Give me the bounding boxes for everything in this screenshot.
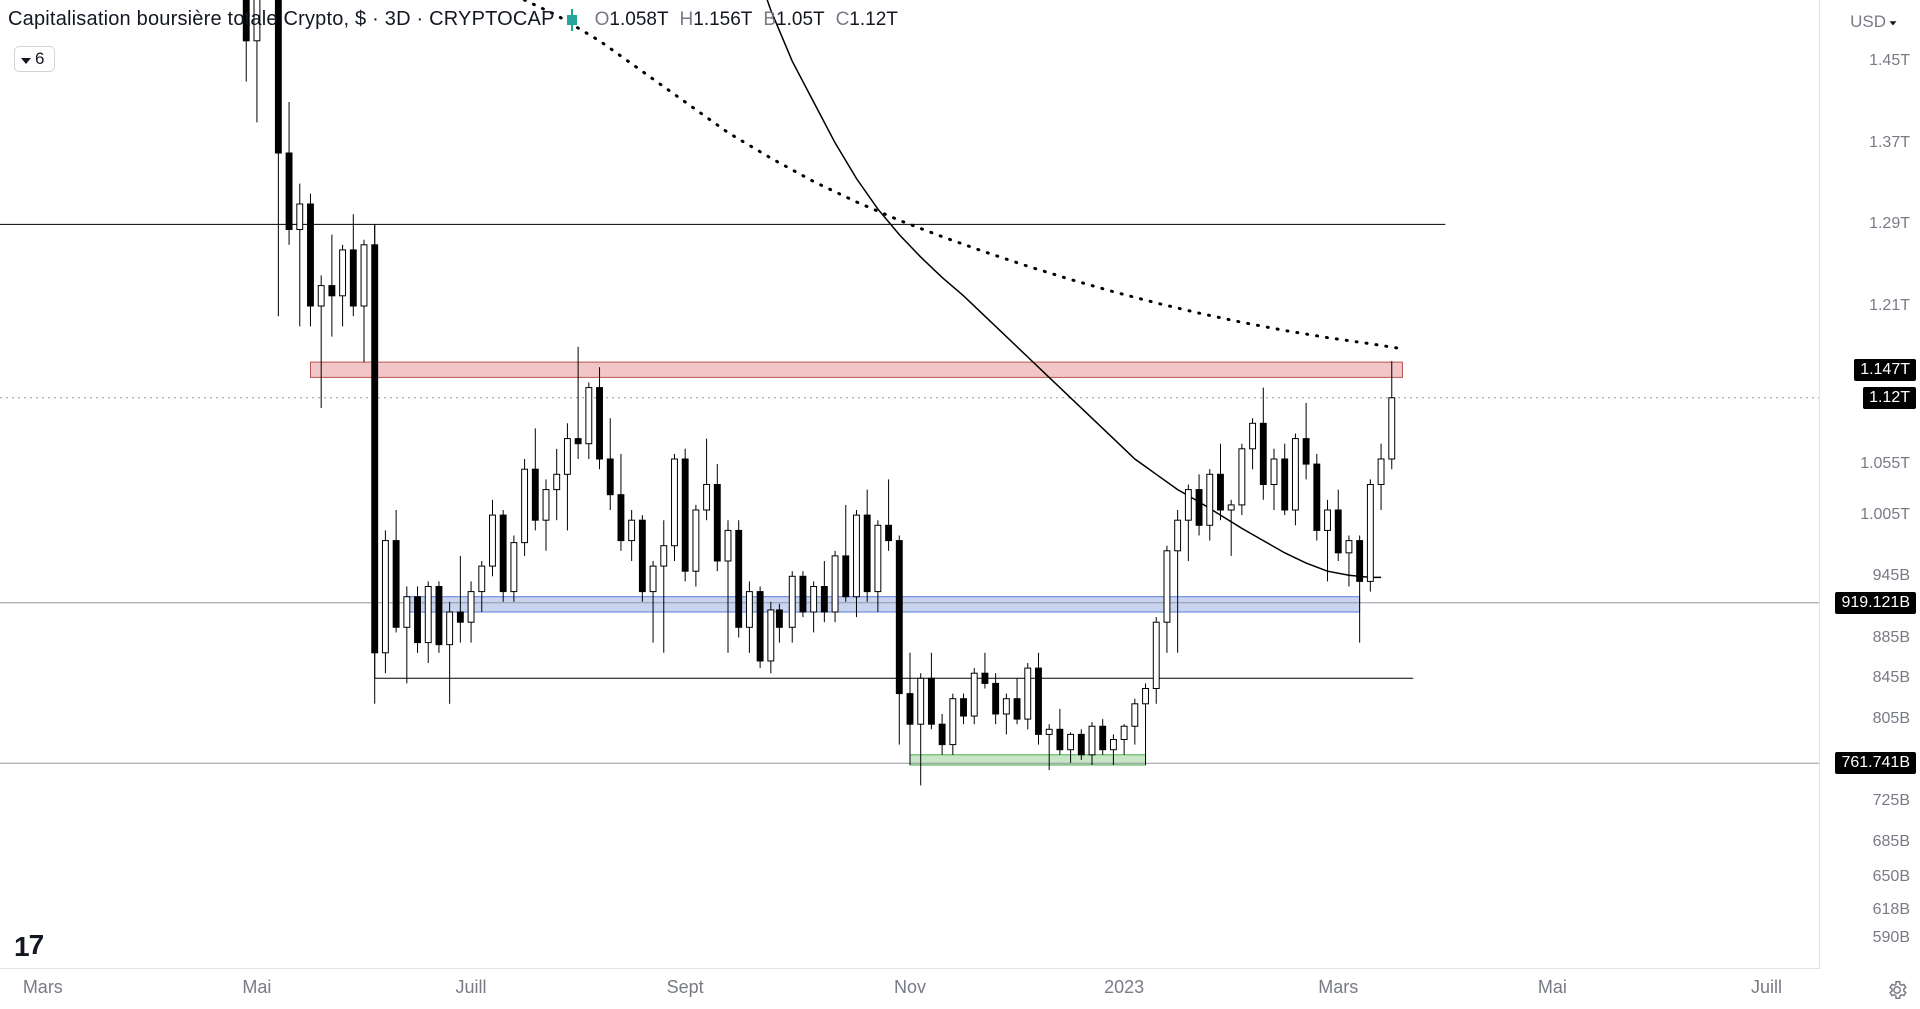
price-tag[interactable]: 761.741B: [1835, 752, 1916, 774]
price-tick: 1.29T: [1869, 215, 1910, 233]
tradingview-logo: 17: [14, 931, 43, 963]
ohlc-low: 1.05T: [776, 9, 824, 30]
time-tick: Mars: [1318, 977, 1358, 998]
price-tick: 650B: [1873, 868, 1910, 886]
time-axis[interactable]: Mars Mai Juill Sept Nov 2023 Mars Mai Juill: [0, 968, 1820, 1009]
time-tick: Mai: [1538, 977, 1567, 998]
price-tick: 1.45T: [1869, 52, 1910, 70]
price-tag[interactable]: 919.121B: [1835, 592, 1916, 614]
price-tick: 945B: [1873, 567, 1910, 585]
price-tick: 1.005T: [1860, 506, 1910, 524]
price-tick: 845B: [1873, 669, 1910, 687]
chart-area[interactable]: [0, 0, 1820, 969]
price-tick: 618B: [1873, 901, 1910, 919]
time-tick: Juill: [456, 977, 487, 998]
time-tick: Mai: [242, 977, 271, 998]
chart-title[interactable]: Capitalisation boursière totale Crypto, …: [8, 8, 555, 31]
time-tick: Mars: [23, 977, 63, 998]
price-tick: 590B: [1873, 929, 1910, 947]
settings-icon[interactable]: [1886, 979, 1908, 1001]
price-tag[interactable]: 1.12T: [1863, 387, 1916, 409]
time-tick: Nov: [894, 977, 926, 998]
price-tag[interactable]: 1.147T: [1854, 359, 1916, 381]
price-axis[interactable]: 1.45T 1.37T 1.29T 1.21T 1.055T 1.005T 945B 885B…: [1819, 0, 1920, 969]
ohlc-close: 1.12T: [849, 9, 898, 30]
chart-canvas[interactable]: [0, 0, 1820, 969]
support-zone[interactable]: [407, 597, 1360, 612]
price-tick: 805B: [1873, 710, 1910, 728]
price-tick: 685B: [1873, 833, 1910, 851]
time-tick: 2023: [1104, 977, 1144, 998]
resistance-zone[interactable]: [310, 362, 1402, 377]
price-tick: 1.37T: [1869, 134, 1910, 152]
price-tick: 725B: [1873, 792, 1910, 810]
chart-header: Capitalisation boursière totale Crypto, …: [8, 8, 898, 31]
time-tick: Sept: [667, 977, 704, 998]
candle-icon: [565, 11, 579, 29]
ohlc-open: 1.058T: [609, 9, 668, 30]
price-tick: 1.21T: [1869, 297, 1910, 315]
price-tick: 1.055T: [1860, 455, 1910, 473]
ma-dotted[interactable]: [0, 0, 1402, 349]
ohlc-display: O1.058T H1.156T B1.05T C1.12T: [589, 9, 898, 31]
ohlc-high: 1.156T: [693, 9, 752, 30]
price-tick: 885B: [1873, 629, 1910, 647]
time-tick: Juill: [1751, 977, 1782, 998]
